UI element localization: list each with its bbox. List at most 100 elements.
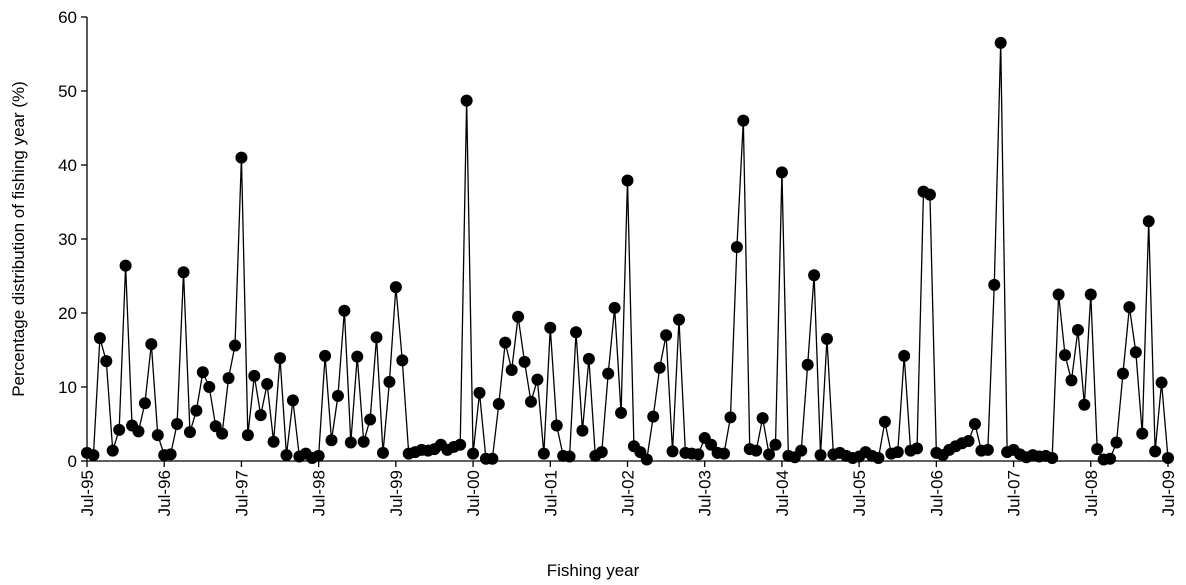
data-point [138,397,151,410]
data-point [595,446,608,459]
data-point [750,444,763,457]
data-point [499,336,512,349]
data-point [164,448,177,461]
data-point [570,326,583,339]
data-point [331,389,344,402]
data-point [544,321,557,334]
data-point [911,442,924,455]
data-point [1142,215,1155,228]
data-point [364,413,377,426]
data-point [454,438,467,451]
data-point [351,350,364,363]
x-tick-label: Jul-97 [232,470,251,516]
data-point [389,281,402,294]
data-point [505,363,518,376]
data-point [325,434,338,447]
data-point [460,94,473,107]
data-point [705,438,718,451]
data-point [524,395,537,408]
data-point [113,423,126,436]
data-point [312,449,325,462]
data-point [718,447,731,460]
data-point [820,332,833,345]
data-point [923,188,936,201]
data-point [1136,427,1149,440]
data-point [87,449,100,462]
data-point [473,386,486,399]
data-point [1065,374,1078,387]
data-point [994,36,1007,49]
data-point [241,429,254,442]
data-point [1129,346,1142,359]
data-point [640,453,653,466]
y-tick-label: 0 [68,452,77,471]
data-point [228,339,241,352]
data-point [1059,349,1072,362]
data-point [280,449,293,462]
data-point [666,445,679,458]
data-point [1084,288,1097,301]
x-tick-label: Jul-99 [387,470,406,516]
data-point [357,435,370,448]
x-tick-label: Jul-95 [78,470,97,516]
data-point [344,436,357,449]
data-point [338,304,351,317]
x-tick-label: Jul-06 [927,470,946,516]
data-point [615,406,628,419]
data-point [467,447,480,460]
x-tick-label: Jul-96 [155,470,174,516]
data-point [660,329,673,342]
x-tick-label: Jul-09 [1159,470,1178,516]
data-point [1104,452,1117,465]
data-point [872,452,885,465]
data-point [981,443,994,456]
data-point [1091,443,1104,456]
y-tick-label: 30 [58,230,77,249]
data-point [267,435,280,448]
data-point [647,410,660,423]
data-point [93,332,106,345]
data-point [132,425,145,438]
data-point [563,450,576,463]
x-tick-label: Jul-00 [464,470,483,516]
data-point [795,444,808,457]
data-point [190,404,203,417]
data-point [621,174,634,187]
data-point [203,381,216,393]
data-point [878,415,891,428]
data-point [171,418,184,430]
data-point [119,259,132,272]
data-point [183,426,196,439]
data-point [582,352,595,365]
data-point [962,435,975,448]
data-point [898,349,911,362]
data-point [550,419,563,432]
data-point [808,269,821,282]
data-point [248,369,261,382]
data-point [518,355,531,368]
data-point [1116,367,1129,380]
data-point [602,367,615,380]
x-axis-title: Fishing year [547,561,640,580]
data-point [254,409,267,422]
data-point [576,424,589,437]
data-point [492,398,505,411]
data-point [531,373,544,386]
data-point [396,354,409,367]
data-point [151,429,164,442]
data-point [1071,324,1084,337]
y-tick-label: 50 [58,82,77,101]
data-point [891,446,904,459]
data-point [1123,301,1136,314]
data-point [196,366,209,379]
data-point [724,411,737,424]
data-point [672,313,685,326]
data-point [100,355,113,368]
y-tick-label: 60 [58,8,77,27]
data-point [1046,452,1059,465]
data-point [653,361,666,374]
data-point [486,452,499,465]
data-point [692,448,705,461]
data-point [1155,376,1168,389]
